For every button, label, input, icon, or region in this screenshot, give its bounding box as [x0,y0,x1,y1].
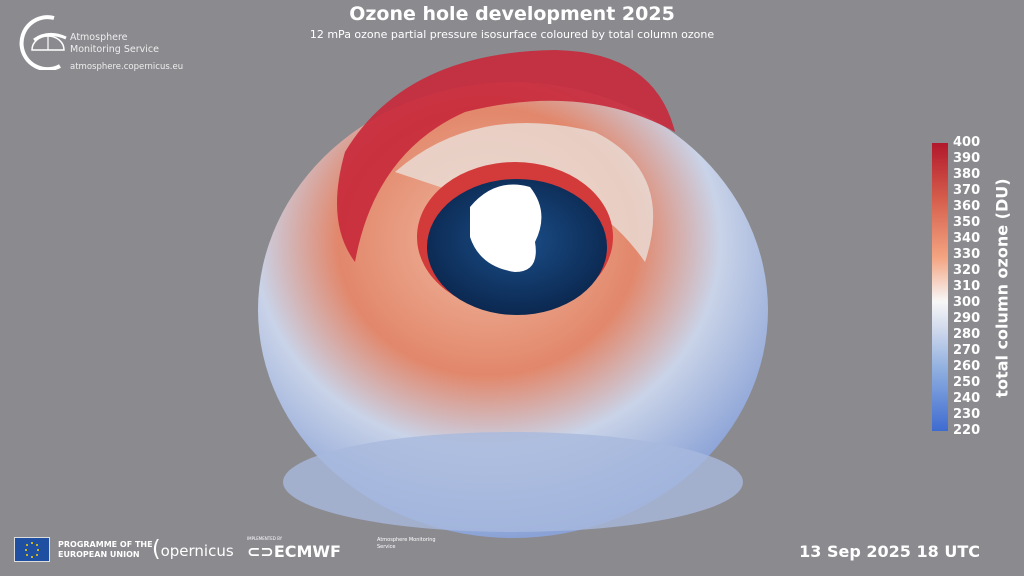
colorbar-label: total column ozone (DU) [992,178,1012,398]
colorbar-tick: 370 [953,183,981,198]
colorbar-tick: 330 [953,247,981,262]
logo-url: atmosphere.copernicus.eu [70,62,184,72]
page-subtitle: 12 mPa ozone partial pressure isosurface… [309,28,715,41]
eu-programme-text: PROGRAMME OF THE EUROPEAN UNION [58,540,153,560]
eu-line2: EUROPEAN UNION [58,550,140,559]
ozone-globe-visualization [258,50,768,538]
colorbar-tick: 250 [953,375,981,390]
colorbar-tick: 400 [953,135,981,150]
ecmwf-small: IMPLEMENTED BY [247,536,283,541]
colorbar-tick: 300 [953,295,981,310]
colorbar-tick: 220 [953,423,981,438]
colorbar-tick: 390 [953,151,981,166]
page-title: Ozone hole development 2025 [349,3,675,25]
copernicus-c-icon: ( [152,537,161,562]
colorbar-tick: 260 [953,359,981,374]
colorbar-tick: 230 [953,407,981,422]
ecmwf-text: ECMWF [273,542,341,561]
colorbar-ticks: 400 390 380 370 360 350 340 330 320 310 300 290 280 2… [953,136,993,438]
colorbar-tick: 380 [953,167,981,182]
colorbar-tick: 240 [953,391,981,406]
colorbar-tick: 310 [953,279,981,294]
colorbar-tick: 350 [953,215,981,230]
logo-line2: Monitoring Service [70,44,159,55]
colorbar-tick: 320 [953,263,981,278]
logo-line1: Atmosphere [70,32,128,43]
cams-logo-text: Atmosphere Monitoring Service [70,32,159,56]
eu-flag-icon [14,537,50,562]
cams-footer-logo: Atmosphere Monitoring Service [355,537,447,551]
cams-logo-icon [19,15,67,70]
colorbar-tick: 340 [953,231,981,246]
copernicus-logo: (opernicus [152,537,234,562]
ecmwf-icon: ⊂⊃ [247,542,274,561]
copernicus-text: opernicus [160,542,234,560]
eu-line1: PROGRAMME OF THE [58,540,153,549]
cams-footer-text: Atmosphere Monitoring Service [377,537,436,550]
ecmwf-logo: ⊂⊃ECMWF [247,542,341,561]
timestamp: 13 Sep 2025 18 UTC [799,542,980,561]
colorbar-tick: 270 [953,343,981,358]
colorbar-tick: 280 [953,327,981,342]
colorbar-tick: 290 [953,311,981,326]
colorbar [932,143,948,431]
colorbar-tick: 360 [953,199,981,214]
